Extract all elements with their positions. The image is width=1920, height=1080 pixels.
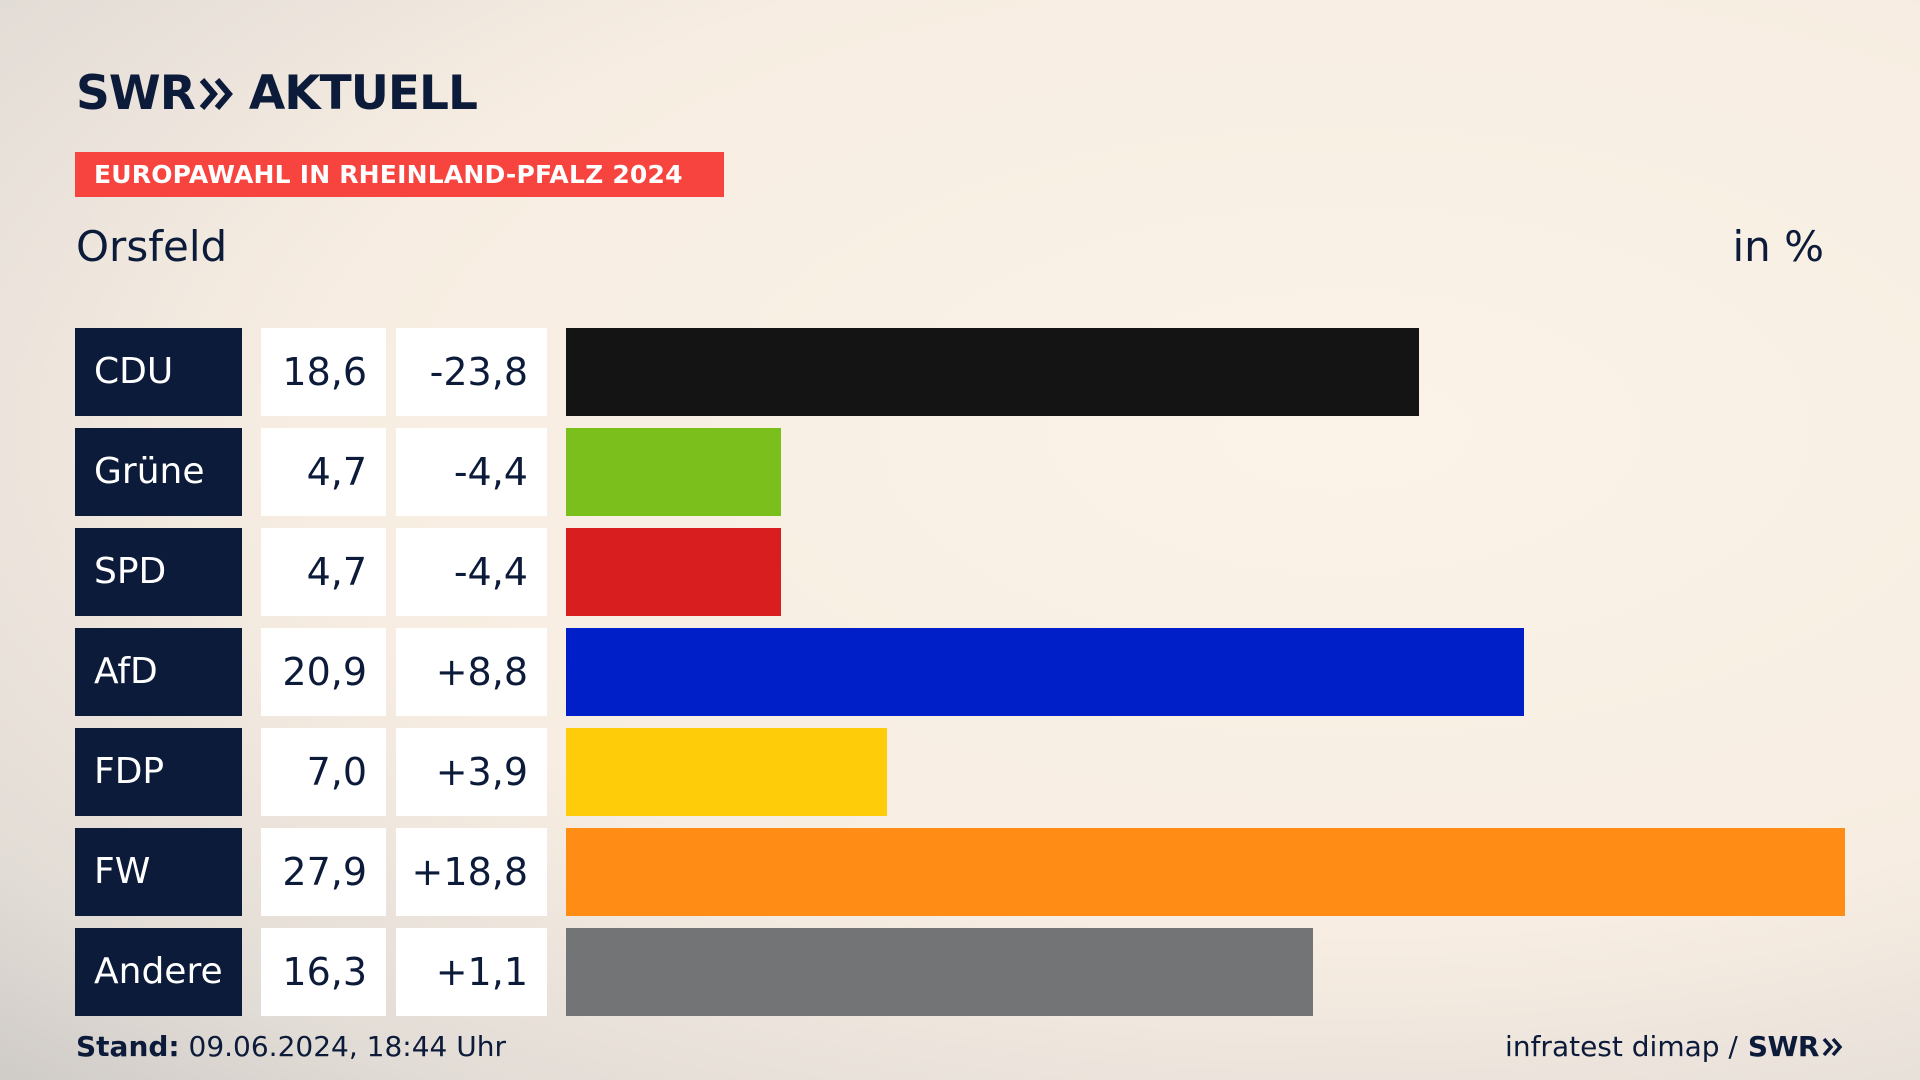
stand-label: Stand: xyxy=(76,1030,180,1063)
value-label: 20,9 xyxy=(261,628,386,716)
stand-value: 09.06.2024, 18:44 Uhr xyxy=(179,1030,506,1063)
party-label: AfD xyxy=(75,628,242,716)
chart-row: Andere 16,3 +1,1 xyxy=(75,928,1845,1016)
value-label: 7,0 xyxy=(261,728,386,816)
chart-row: Grüne 4,7 -4,4 xyxy=(75,428,1845,516)
bar-fdp xyxy=(566,728,887,816)
small-double-chevron-icon xyxy=(1822,1037,1843,1056)
timestamp: Stand: 09.06.2024, 18:44 Uhr xyxy=(76,1030,506,1063)
bar-fw xyxy=(566,828,1845,916)
chart-row: SPD 4,7 -4,4 xyxy=(75,528,1845,616)
diff-label: +1,1 xyxy=(396,928,547,1016)
swr-small-logo: SWR xyxy=(1748,1030,1844,1063)
party-label: Grüne xyxy=(75,428,242,516)
source-credit: infratest dimap / SWR xyxy=(1505,1030,1844,1063)
election-banner: EUROPAWAHL IN RHEINLAND-PFALZ 2024 xyxy=(75,152,724,197)
party-label: FW xyxy=(75,828,242,916)
value-label: 4,7 xyxy=(261,428,386,516)
value-label: 16,3 xyxy=(261,928,386,1016)
chart-row: AfD 20,9 +8,8 xyxy=(75,628,1845,716)
bar-andere xyxy=(566,928,1313,1016)
bar-gr-ne xyxy=(566,428,781,516)
location-title: Orsfeld xyxy=(76,222,228,271)
bar-cdu xyxy=(566,328,1419,416)
value-label: 18,6 xyxy=(261,328,386,416)
party-label: CDU xyxy=(75,328,242,416)
swr-aktuell-logo: SWR AKTUELL xyxy=(76,66,478,121)
aktuell-wordmark: AKTUELL xyxy=(248,66,478,121)
value-label: 4,7 xyxy=(261,528,386,616)
diff-label: +18,8 xyxy=(396,828,547,916)
bar-afd xyxy=(566,628,1524,716)
diff-label: -4,4 xyxy=(396,528,547,616)
swr-wordmark: SWR xyxy=(76,66,196,121)
value-label: 27,9 xyxy=(261,828,386,916)
diff-label: +3,9 xyxy=(396,728,547,816)
source-text: infratest dimap / xyxy=(1505,1030,1738,1063)
chart-row: CDU 18,6 -23,8 xyxy=(75,328,1845,416)
diff-label: -4,4 xyxy=(396,428,547,516)
chart-row: FDP 7,0 +3,9 xyxy=(75,728,1845,816)
diff-label: -23,8 xyxy=(396,328,547,416)
chart-row: FW 27,9 +18,8 xyxy=(75,828,1845,916)
party-label: SPD xyxy=(75,528,242,616)
party-label: FDP xyxy=(75,728,242,816)
diff-label: +8,8 xyxy=(396,628,547,716)
party-label: Andere xyxy=(75,928,242,1016)
swr-small-wordmark: SWR xyxy=(1747,1030,1820,1063)
unit-label: in % xyxy=(1732,222,1824,271)
bar-spd xyxy=(566,528,781,616)
double-chevron-right-icon xyxy=(199,77,235,111)
